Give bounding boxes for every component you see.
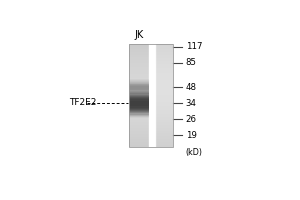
Bar: [129, 79, 148, 95]
Bar: [129, 80, 148, 95]
Text: TF2E2: TF2E2: [69, 98, 97, 107]
Bar: [129, 99, 148, 108]
Bar: [129, 84, 148, 90]
Bar: [129, 96, 148, 111]
Text: 117: 117: [186, 42, 202, 51]
Text: 34: 34: [186, 99, 197, 108]
Text: 19: 19: [186, 131, 196, 140]
Bar: [129, 91, 148, 116]
Bar: [129, 85, 148, 90]
Bar: [129, 90, 148, 117]
Bar: [129, 83, 148, 92]
Bar: [129, 102, 148, 105]
Bar: [129, 84, 148, 91]
Bar: [129, 101, 148, 106]
Text: 48: 48: [186, 83, 197, 92]
Bar: [129, 95, 148, 112]
Bar: [129, 44, 173, 147]
Bar: [129, 92, 148, 115]
Bar: [129, 89, 148, 118]
Bar: [129, 82, 148, 93]
Bar: [129, 98, 148, 109]
Bar: [129, 86, 148, 89]
Text: 85: 85: [186, 58, 197, 67]
Bar: [129, 97, 148, 110]
Bar: [129, 81, 148, 94]
Text: JK: JK: [134, 30, 143, 40]
Bar: [129, 79, 148, 96]
Text: 26: 26: [186, 115, 197, 124]
Bar: [129, 93, 148, 113]
Text: (kD): (kD): [186, 148, 203, 157]
